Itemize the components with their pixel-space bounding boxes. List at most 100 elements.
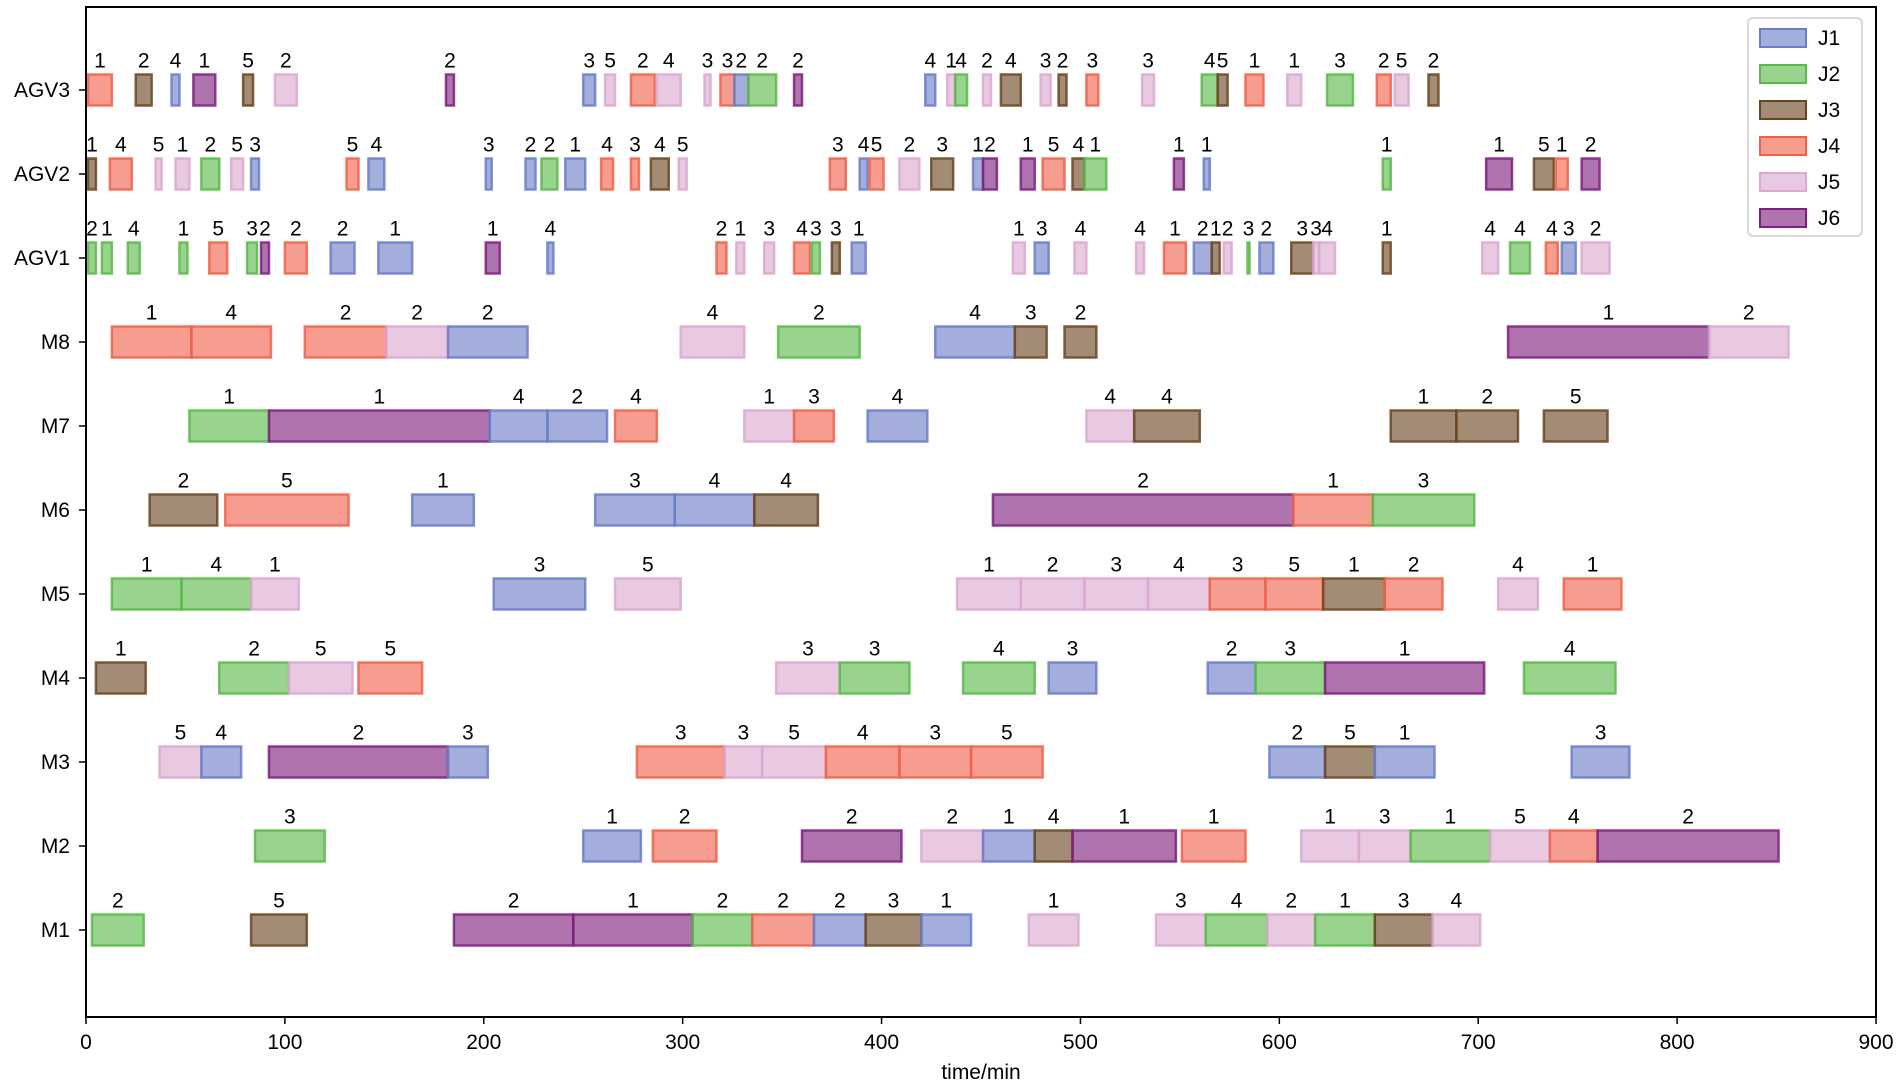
- task-label: 2: [717, 890, 729, 913]
- bar-agv2-j5-36: [174, 157, 191, 191]
- bar-agv2-j5-35: [154, 157, 163, 191]
- task-label: 2: [1481, 386, 1493, 409]
- task-label: 2: [112, 890, 124, 913]
- bar-agv3-j2-25: [1200, 73, 1219, 107]
- task-label: 1: [1048, 890, 1060, 913]
- task-label: 3: [929, 722, 941, 745]
- bar-agv3-j4-0: [86, 73, 114, 107]
- bar-agv1-j1-86: [850, 241, 867, 275]
- bar-agv1-j4-72: [208, 241, 229, 275]
- task-label: 1: [115, 638, 127, 661]
- bar-m4-j2-156: [218, 661, 291, 695]
- task-label: 1: [1348, 554, 1360, 577]
- bar-agv3-j5-24: [1140, 73, 1156, 107]
- task-label: 1: [735, 218, 747, 241]
- task-label: 3: [483, 134, 495, 157]
- task-label: 2: [637, 50, 649, 73]
- bar-agv1-j4-75: [283, 241, 309, 275]
- bar-m1-j5-205: [1027, 913, 1080, 947]
- bar-agv2-j5-38: [229, 157, 245, 191]
- task-label: 3: [534, 554, 546, 577]
- task-label: 5: [273, 890, 285, 913]
- bar-agv1-j5-87: [1011, 241, 1027, 275]
- bar-m5-j5-146: [1019, 577, 1086, 611]
- task-label: 1: [1339, 890, 1351, 913]
- bar-agv2-j3-48: [649, 157, 670, 191]
- bar-m3-j5-173: [760, 745, 828, 779]
- task-label: 1: [1603, 302, 1615, 325]
- bar-agv2-j3-65: [1532, 157, 1556, 191]
- bar-agv1-j5-90: [1134, 241, 1146, 275]
- task-label: 3: [629, 470, 641, 493]
- task-label: 2: [904, 134, 916, 157]
- task-label: 1: [1381, 134, 1393, 157]
- task-label: 4: [924, 50, 936, 73]
- task-label: 4: [128, 218, 140, 241]
- task-label: 1: [1418, 386, 1430, 409]
- task-label: 1: [269, 554, 281, 577]
- bar-m7-j3-129: [1455, 409, 1520, 443]
- bar-m5-j5-153: [1496, 577, 1540, 611]
- bar-m4-j4-158: [357, 661, 424, 695]
- bar-agv2-j2-60: [1083, 157, 1108, 191]
- bar-m5-j5-148: [1146, 577, 1211, 611]
- task-label: 4: [969, 302, 981, 325]
- task-label: 3: [1296, 218, 1308, 241]
- bar-agv1-j1-92: [1192, 241, 1213, 275]
- task-label: 5: [175, 722, 187, 745]
- bar-m1-j4-201: [751, 913, 816, 947]
- task-label: 3: [1087, 50, 1099, 73]
- bar-m1-j5-206: [1154, 913, 1207, 947]
- task-label: 1: [606, 806, 618, 829]
- task-label: 3: [1175, 890, 1187, 913]
- task-label: 1: [1201, 134, 1213, 157]
- task-label: 2: [1743, 302, 1755, 325]
- legend-label-j5: J5: [1818, 171, 1840, 194]
- bar-m1-j5-208: [1266, 913, 1317, 947]
- bar-agv2-j5-53: [898, 157, 921, 191]
- bar-m6-j3-136: [753, 493, 820, 527]
- y-tick-label-m6: M6: [41, 499, 70, 522]
- task-label: 1: [146, 302, 158, 325]
- task-label: 1: [1493, 134, 1505, 157]
- task-label: 4: [709, 470, 721, 493]
- task-label: 3: [1398, 890, 1410, 913]
- bar-agv1-j1-96: [1258, 241, 1275, 275]
- task-label: 4: [892, 386, 904, 409]
- task-label: 4: [1512, 554, 1524, 577]
- task-label: 5: [604, 50, 616, 73]
- bar-m2-j6-184: [800, 829, 903, 863]
- bar-m7-j1-125: [866, 409, 929, 443]
- task-label: 1: [1173, 134, 1185, 157]
- task-label: 1: [223, 386, 235, 409]
- x-tick-label-200: 200: [466, 1031, 501, 1054]
- bar-agv1-j5-81: [735, 241, 746, 275]
- task-label: 2: [846, 806, 858, 829]
- bar-m6-j6-137: [991, 493, 1295, 527]
- task-label: 1: [374, 386, 386, 409]
- task-label: 2: [1590, 218, 1602, 241]
- bar-m3-j4-171: [635, 745, 726, 779]
- bar-m3-j5-167: [158, 745, 203, 779]
- bar-agv1-j1-79: [546, 241, 555, 275]
- task-label: 1: [141, 554, 153, 577]
- task-label: 1: [1003, 806, 1015, 829]
- bar-m7-j4-122: [613, 409, 659, 443]
- bar-m4-j3-155: [94, 661, 147, 695]
- task-label: 2: [756, 50, 768, 73]
- task-label: 3: [1142, 50, 1154, 73]
- bar-m5-j2-140: [110, 577, 183, 611]
- bar-agv3-j1-7: [581, 73, 597, 107]
- bar-m5-j4-150: [1264, 577, 1325, 611]
- bar-agv1-j3-100: [1381, 241, 1392, 275]
- task-label: 3: [702, 50, 714, 73]
- bar-agv1-j4-91: [1162, 241, 1188, 275]
- task-label: 2: [138, 50, 150, 73]
- task-label: 4: [663, 50, 675, 73]
- bar-m1-j5-211: [1431, 913, 1482, 947]
- task-label: 2: [1057, 50, 1069, 73]
- bar-agv1-j5-94: [1222, 241, 1233, 275]
- bar-agv3-j6-15: [792, 73, 804, 107]
- task-label: 4: [545, 218, 557, 241]
- task-label: 3: [802, 638, 814, 661]
